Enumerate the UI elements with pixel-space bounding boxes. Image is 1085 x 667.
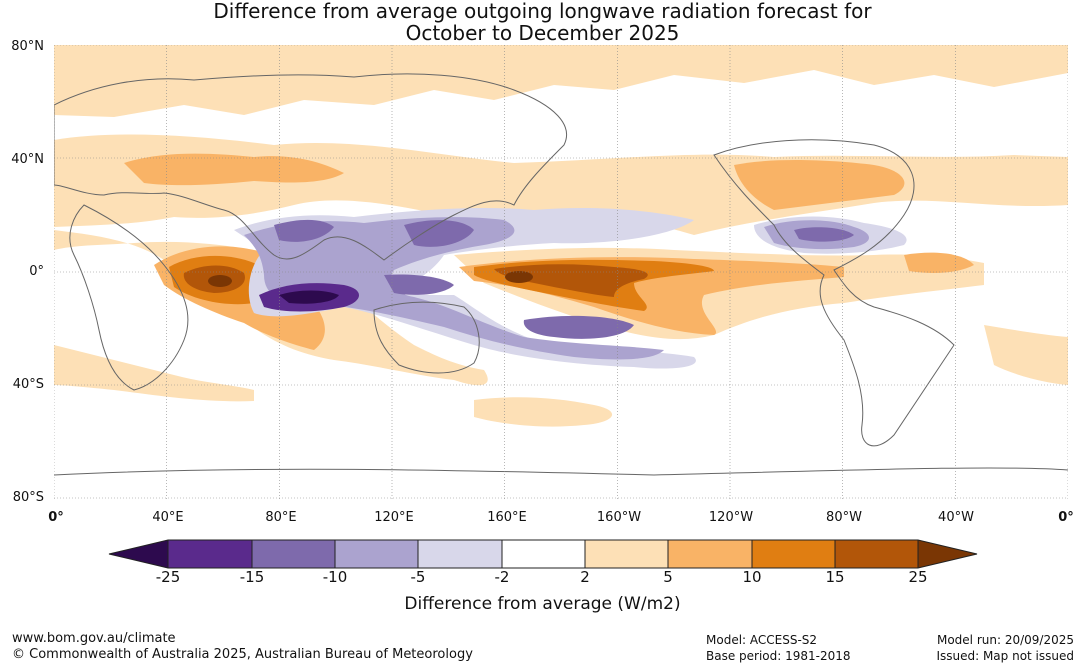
colorbar-segment-5-10: [668, 540, 752, 568]
lat-label-equator: 0°: [29, 264, 44, 279]
footer-copyright: © Commonwealth of Australia 2025, Austra…: [12, 647, 473, 662]
lon-label-160w: 160°W: [596, 510, 642, 525]
colorbar-segment-below-25: [109, 540, 168, 568]
colorbar-tick-minus-5: -5: [410, 568, 426, 586]
colorbar-tick-10: 10: [742, 568, 762, 586]
title-line-1: Difference from average outgoing longwav…: [213, 0, 872, 23]
colorbar-segment-10-5: [335, 540, 418, 568]
colorbar-tick-minus-25: -25: [155, 568, 181, 586]
olr-anomaly-map: [54, 45, 1068, 499]
lat-label-40n: 40°N: [11, 152, 44, 167]
lat-label-80s: 80°S: [12, 490, 44, 505]
lat-label-40s: 40°S: [12, 377, 44, 392]
lon-label-40w: 40°W: [938, 510, 974, 525]
colorbar-tick-15: 15: [825, 568, 845, 586]
colorbar-label: Difference from average (W/m2): [404, 594, 681, 614]
colorbar-segment-15-25: [835, 540, 918, 568]
colorbar-tick-5: 5: [663, 568, 673, 586]
colorbar-segment-15-10: [252, 540, 335, 568]
colorbar-segment-10-15: [752, 540, 835, 568]
lon-label-120e: 120°E: [374, 510, 414, 525]
colorbar-segment-above-25: [918, 540, 977, 568]
lon-label-160e: 160°E: [487, 510, 527, 525]
lon-label-80e: 80°E: [265, 510, 297, 525]
lon-label-120w: 120°W: [708, 510, 754, 525]
anomaly-field-extreme-positive: [208, 271, 533, 287]
colorbar-tick-25: 25: [908, 568, 928, 586]
colorbar-tick-minus-15: -15: [239, 568, 265, 586]
graticule: [54, 45, 1068, 499]
anomaly-field-extreme-negative: [279, 290, 339, 304]
colorbar-tick-minus-2: -2: [494, 568, 510, 586]
colorbar: [108, 539, 978, 569]
colorbar-segment-5-2: [418, 540, 502, 568]
colorbar-tick-minus-10: -10: [322, 568, 348, 586]
title-line-2: October to December 2025: [405, 21, 680, 45]
footer-base-period: Base period: 1981-2018: [706, 649, 851, 663]
map-title: Difference from average outgoing longwav…: [0, 0, 1085, 44]
footer-website: www.bom.gov.au/climate: [12, 631, 176, 646]
colorbar-segment-25-15: [168, 540, 252, 568]
colorbar-segment-2-5: [585, 540, 668, 568]
coastlines: [54, 73, 1068, 476]
footer-model-run: Model run: 20/09/2025: [936, 633, 1074, 647]
colorbar-tick-2: 2: [580, 568, 590, 586]
footer-model: Model: ACCESS-S2: [706, 633, 818, 647]
anomaly-field-strong-negative: [274, 219, 854, 339]
lon-label-0-west: 0°: [48, 510, 64, 525]
lat-label-80n: 80°N: [11, 39, 44, 54]
anomaly-field-light-positive: [54, 45, 1068, 427]
lon-label-80w: 80°W: [826, 510, 862, 525]
footer-issued: Issued: Map not issued: [936, 649, 1074, 663]
lon-label-0-east: 0°: [1058, 510, 1074, 525]
lon-label-40e: 40°E: [152, 510, 184, 525]
colorbar-segment-neutral: [502, 540, 585, 568]
